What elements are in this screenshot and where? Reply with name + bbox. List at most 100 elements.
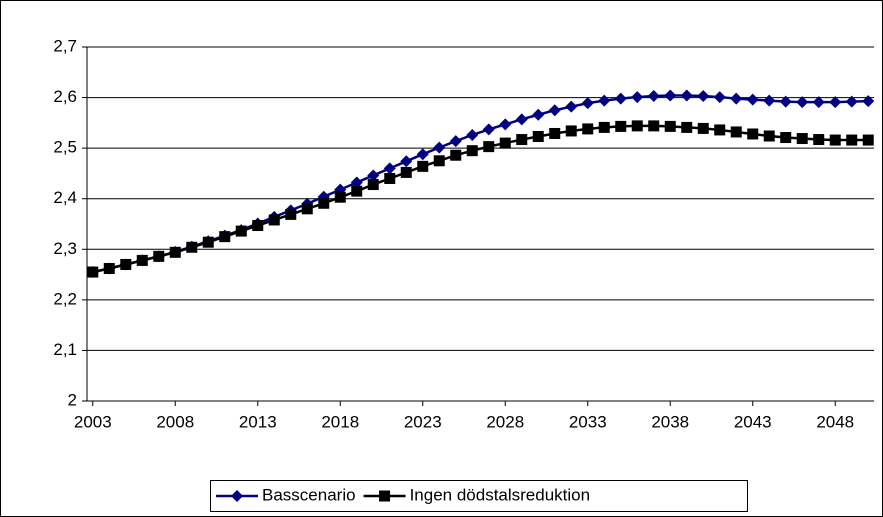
data-point (680, 89, 693, 102)
data-point (664, 120, 676, 132)
data-point (103, 263, 115, 275)
data-point (664, 89, 677, 102)
data-point (87, 266, 99, 278)
data-point (763, 130, 775, 142)
data-point (334, 191, 346, 203)
data-point (746, 93, 759, 106)
data-point (532, 108, 545, 121)
data-point (516, 134, 528, 146)
data-point (367, 179, 379, 191)
data-point (417, 160, 429, 172)
data-point (219, 231, 231, 243)
data-point (384, 172, 396, 184)
data-point (747, 128, 759, 140)
data-point (829, 134, 841, 146)
legend-marker (231, 490, 243, 502)
data-point (598, 121, 610, 133)
data-point (581, 97, 594, 110)
data-point (416, 148, 429, 161)
x-tick-label: 2023 (404, 412, 442, 431)
data-point (681, 121, 693, 133)
data-point (615, 120, 627, 132)
data-point (483, 141, 495, 153)
data-point (499, 137, 511, 149)
data-point (450, 149, 462, 161)
x-tick-label: 2033 (569, 412, 607, 431)
data-point (697, 90, 710, 103)
data-point (433, 141, 446, 154)
y-tick-label: 2,1 (53, 340, 77, 359)
x-tick-label: 2018 (321, 412, 359, 431)
data-point (169, 246, 181, 258)
data-point (120, 258, 132, 270)
data-point (268, 214, 280, 226)
data-point (779, 95, 792, 108)
data-point (252, 220, 264, 232)
data-point (796, 133, 808, 145)
data-point (351, 185, 363, 197)
y-tick-label: 2,4 (53, 188, 77, 207)
data-point (285, 208, 297, 220)
data-point (730, 126, 742, 138)
data-point (482, 123, 495, 136)
y-tick-label: 2,6 (53, 87, 77, 106)
data-point (631, 120, 643, 132)
data-point (714, 124, 726, 136)
data-point (400, 155, 413, 168)
data-point (202, 236, 214, 248)
data-point (812, 96, 825, 109)
legend-label: Basscenario (262, 485, 356, 504)
data-point (713, 91, 726, 104)
data-point (813, 134, 825, 146)
data-point (582, 123, 594, 135)
x-tick-label: 2043 (734, 412, 772, 431)
data-point (301, 203, 313, 215)
data-point (186, 241, 198, 253)
data-point (647, 90, 660, 103)
data-point (548, 104, 561, 117)
data-point (400, 166, 412, 178)
data-point (614, 92, 627, 105)
data-point (796, 96, 809, 109)
y-tick-label: 2,7 (53, 36, 77, 55)
x-tick-label: 2048 (816, 412, 854, 431)
data-point (829, 96, 842, 109)
data-point (153, 250, 165, 262)
x-tick-label: 2038 (651, 412, 689, 431)
data-point (631, 91, 644, 104)
x-tick-label: 2028 (486, 412, 524, 431)
data-point (136, 254, 148, 266)
data-point (466, 128, 479, 141)
legend (210, 480, 748, 512)
y-tick-label: 2,2 (53, 289, 77, 308)
data-point (532, 131, 544, 143)
data-point (383, 162, 396, 175)
data-point (515, 113, 528, 126)
y-tick-label: 2,5 (53, 138, 77, 157)
legend-marker (379, 490, 391, 502)
data-point (499, 118, 512, 131)
y-tick-label: 2 (68, 390, 77, 409)
data-point (466, 145, 478, 157)
data-point (433, 155, 445, 167)
data-point (598, 94, 611, 107)
data-point (449, 135, 462, 148)
y-tick-label: 2,3 (53, 239, 77, 258)
data-point (845, 95, 858, 108)
data-point (846, 134, 858, 146)
data-point (697, 122, 709, 134)
data-point (730, 92, 743, 105)
plot-area (87, 47, 874, 401)
x-tick-label: 2013 (239, 412, 277, 431)
data-point (350, 176, 363, 189)
data-point (318, 197, 330, 209)
data-point (367, 169, 380, 182)
x-tick-label: 2008 (156, 412, 194, 431)
data-point (235, 225, 247, 237)
data-point (862, 134, 874, 146)
data-point (549, 127, 561, 139)
data-point (565, 100, 578, 113)
x-tick-label: 2003 (74, 412, 112, 431)
data-point (648, 120, 660, 132)
